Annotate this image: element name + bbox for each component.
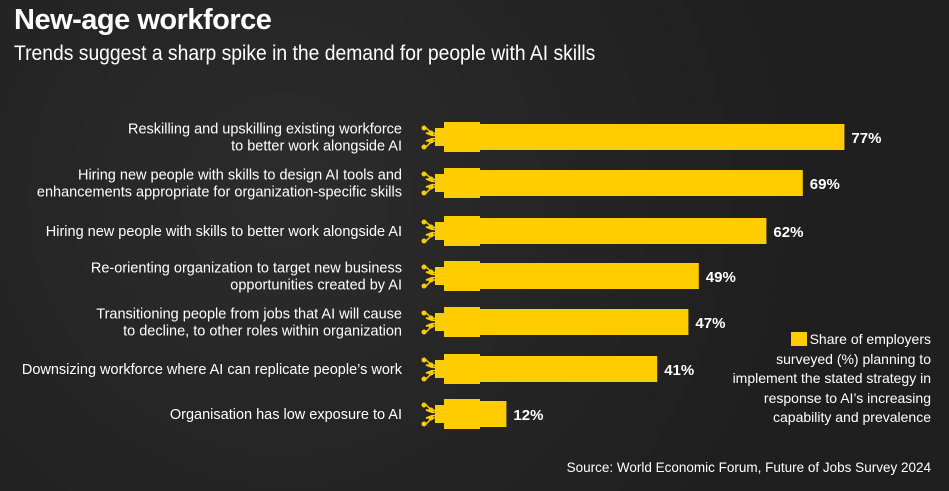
category-label: to decline, to other roles within organi… xyxy=(123,324,402,340)
bar-plug xyxy=(435,222,445,240)
data-label: 12% xyxy=(513,407,543,424)
data-label: 41% xyxy=(664,362,694,379)
source-note: Source: World Economic Forum, Future of … xyxy=(566,460,931,475)
data-label: 49% xyxy=(706,269,736,286)
chart-subtitle: Trends suggest a sharp spike in the dema… xyxy=(14,42,596,65)
chart-title: New-age workforce xyxy=(14,4,272,36)
data-label: 69% xyxy=(810,176,840,193)
bar-plug xyxy=(435,313,445,331)
bar xyxy=(444,356,658,382)
legend-text: Share of employers surveyed (%) planning… xyxy=(732,331,931,425)
data-label: 47% xyxy=(695,315,725,332)
category-label: Hiring new people with skills to design … xyxy=(78,168,402,184)
bar xyxy=(444,263,699,289)
legend: Share of employers surveyed (%) planning… xyxy=(731,330,931,428)
bar-plug xyxy=(435,174,445,192)
category-label: Organisation has low exposure to AI xyxy=(170,407,402,423)
category-label: Downsizing workforce where AI can replic… xyxy=(22,362,403,378)
bar-plug xyxy=(435,267,445,285)
category-label: Reskilling and upskilling existing workf… xyxy=(128,122,402,138)
bar xyxy=(444,218,767,244)
category-label: to better work alongside AI xyxy=(231,139,402,155)
bar-plug xyxy=(435,128,445,146)
category-label: Hiring new people with skills to better … xyxy=(46,224,402,240)
category-label: opportunities created by AI xyxy=(230,278,402,294)
bar-plug xyxy=(435,360,445,378)
category-label: Re-orienting organization to target new … xyxy=(91,261,402,277)
data-label: 77% xyxy=(851,130,881,147)
data-label: 62% xyxy=(773,224,803,241)
bar xyxy=(444,124,845,150)
bar xyxy=(444,401,507,427)
legend-swatch xyxy=(790,332,807,346)
bar xyxy=(444,170,803,196)
category-label: Transitioning people from jobs that AI w… xyxy=(96,307,402,323)
category-label: enhancements appropriate for organizatio… xyxy=(37,185,402,201)
bar xyxy=(444,309,689,335)
bar-plug xyxy=(435,405,445,423)
